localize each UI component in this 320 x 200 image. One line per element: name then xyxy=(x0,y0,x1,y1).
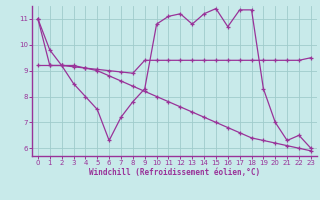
X-axis label: Windchill (Refroidissement éolien,°C): Windchill (Refroidissement éolien,°C) xyxy=(89,168,260,177)
